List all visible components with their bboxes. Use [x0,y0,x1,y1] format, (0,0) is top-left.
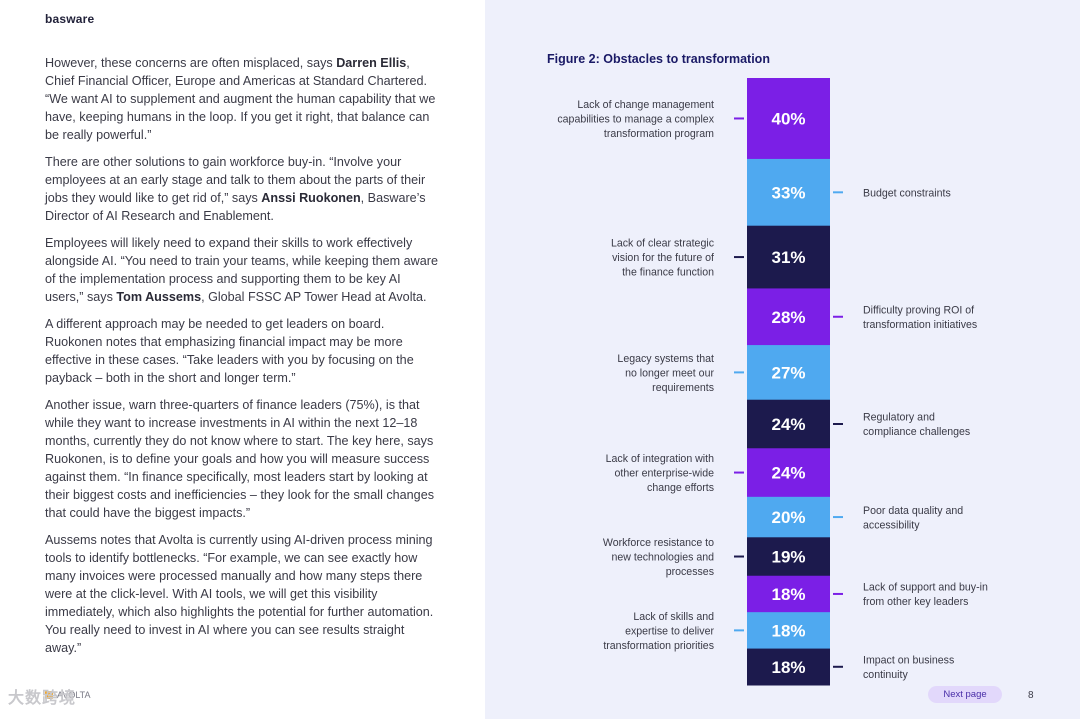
paragraph-5: Another issue, warn three-quarters of fi… [45,398,434,520]
bar-value-label-1: 40% [771,109,805,128]
bar-segment-8 [747,496,830,538]
bar-value-label-12: 18% [771,658,805,677]
category-label-5: Legacy systems that no longer meet our req… [617,353,714,394]
paragraph-1: However, these concerns are often mispla… [45,54,440,144]
category-label-7: Lack of integration with other enterprise… [606,453,714,494]
person-name-anssi-ruokonen: Anssi Ruokonen [261,191,361,205]
left-page: basware However, these concerns are ofte… [0,0,485,719]
bar-segment-11 [747,612,830,650]
category-label-3: Lack of clear strategic vision for the fu… [611,238,715,279]
watermark: 大数跨境 [8,690,77,707]
page-number: 8 [1028,690,1034,701]
bar-segment-9 [747,537,830,577]
bar-segment-2 [747,158,830,227]
obstacles-chart: 40% Lack of change management capabilities… [557,78,988,686]
category-label-6: Regulatory and compliance challenges [863,412,970,439]
bar-value-label-7: 24% [771,464,805,483]
bar-segment-12 [747,648,830,686]
bar-value-label-8: 20% [771,508,805,527]
bar-value-label-5: 27% [771,363,805,382]
bar-value-label-2: 33% [771,183,805,202]
footer-partner-text: AVOLTA [57,690,91,700]
category-label-12: Impact on business continuity [863,655,954,682]
bar-segment-1 [747,78,830,160]
footer-partner-logo: AVOLTA [45,690,91,700]
bar-segment-3 [747,225,830,289]
paragraph-3: Employees will likely need to expand the… [45,234,440,306]
bar-value-label-3: 31% [771,248,805,267]
paragraph-1-text-a: However, these concerns are often mispla… [45,56,337,70]
bar-segment-6 [747,399,830,449]
paragraph-6: Aussems notes that Avolta is currently u… [45,533,434,655]
person-name-tom-aussems: Tom Aussems [116,290,202,304]
bar-value-label-9: 19% [771,548,805,567]
category-label-4: Difficulty proving ROI of transformation … [863,305,977,332]
bar-segment-4 [747,288,830,346]
bar-segment-7 [747,448,830,498]
chart-title: Figure 2: Obstacles to transformation [547,52,770,66]
category-label-9: Workforce resistance to new technologies … [603,537,714,578]
next-page-button[interactable]: Next page [928,686,1002,703]
category-label-2: Budget constraints [863,187,951,199]
paragraph-4: A different approach may be needed to ge… [45,317,414,385]
category-label-8: Poor data quality and accessibility [863,505,963,532]
bar-value-label-6: 24% [771,415,805,434]
paragraph-3-text-a: Employees will likely need to expand the… [45,236,438,304]
bar-value-label-4: 28% [771,308,805,327]
category-label-1: Lack of change management capabilities to… [557,99,714,140]
bar-segment-10 [747,575,830,613]
paragraph-3-text-b: , Global FSSC AP Tower Head at Avolta. [201,290,427,304]
article-body: However, these concerns are often mispla… [45,54,440,666]
category-label-10: Lack of support and buy-in from other key… [863,582,988,609]
bar-segment-5 [747,345,830,401]
basware-logo: basware [45,12,95,26]
paragraph-1-text-b: , Chief Financial Officer, Europe and Am… [45,56,436,142]
bar-value-label-10: 18% [771,585,805,604]
paragraph-2: There are other solutions to gain workfo… [45,153,440,225]
paragraph-2-text-b: , Basware’s Director of AI Research and … [45,191,426,223]
person-name-darren-ellis: Darren Ellis [336,56,407,70]
category-label-11: Lack of skills and expertise to deliver tr… [603,611,714,652]
paragraph-2-text-a: There are other solutions to gain workfo… [45,155,426,205]
bar-value-label-11: 18% [771,621,805,640]
avolta-logo-icon [45,691,53,699]
